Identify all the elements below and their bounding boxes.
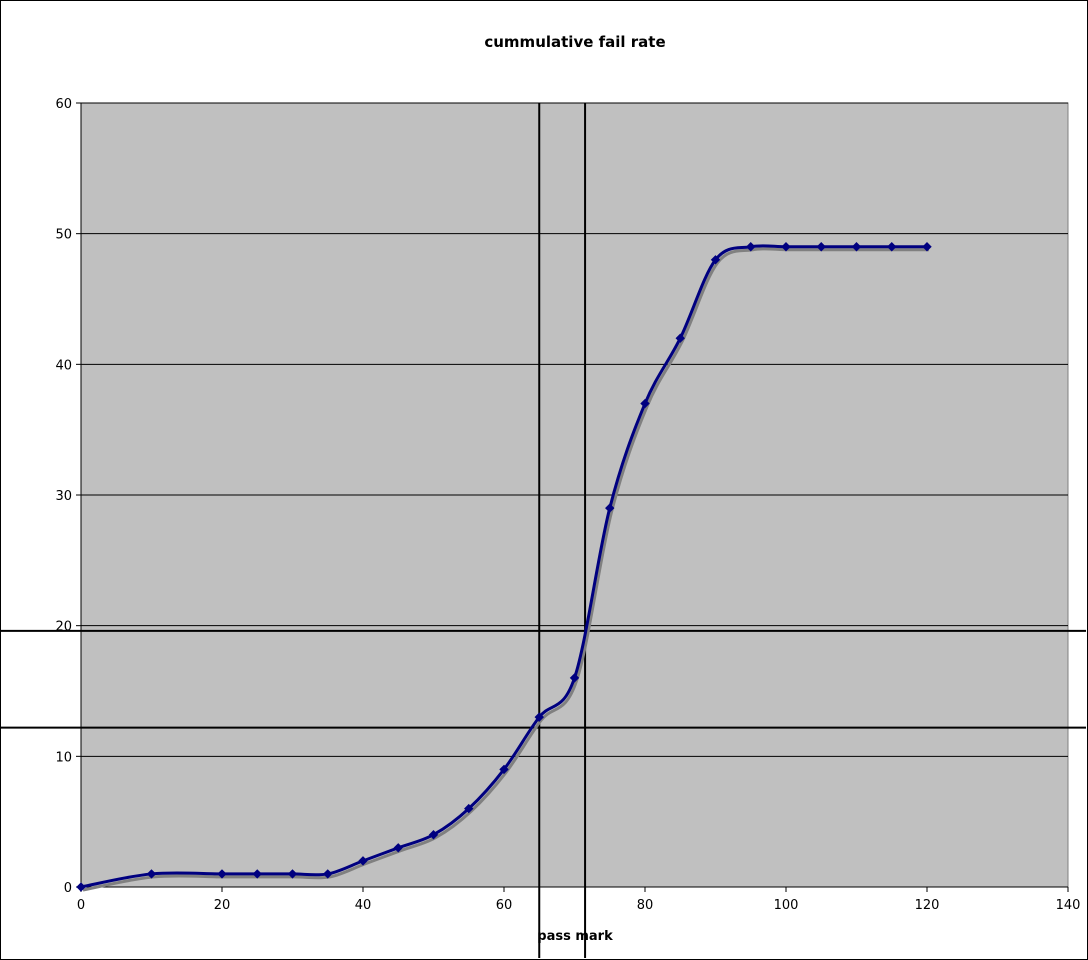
x-tick-label-0: 0 [77,898,85,913]
data-point-40 [358,856,368,866]
y-tick-label-50: 50 [55,228,72,243]
data-point-65 [534,712,544,722]
x-tick-label-120: 120 [915,898,940,913]
y-tick-label-20: 20 [55,620,72,635]
data-point-120 [922,242,932,252]
data-point-95 [746,242,756,252]
x-tick-label-140: 140 [1056,898,1081,913]
y-tick-label-60: 60 [55,97,72,112]
data-point-90 [710,255,721,265]
gridlines [81,102,1068,757]
y-tick-label-30: 30 [55,489,72,504]
x-tick-label-60: 60 [496,898,513,913]
data-point-30 [287,869,298,879]
data-point-105 [816,242,826,252]
chart-title: cummulative fail rate [484,33,665,51]
x-tick-label-20: 20 [214,898,231,913]
series-layer [76,242,932,892]
data-point-100 [781,242,791,252]
data-point-55 [464,803,474,814]
x-tick-label-80: 80 [637,898,654,913]
tick-labels: 0 20 40 60 80 100 120 140 0 10 20 30 40 50 60 [55,97,1080,913]
data-point-60 [499,764,509,775]
data-point-35 [323,869,333,879]
data-point-10 [146,869,157,879]
x-tick-label-100: 100 [774,898,799,913]
data-point-25 [252,869,262,879]
data-point-80 [640,398,650,409]
x-axis-title: pass mark [537,929,613,944]
data-point-110 [851,242,862,252]
data-point-70 [569,673,580,683]
y-tick-label-10: 10 [55,750,72,765]
data-point-115 [887,242,897,252]
data-point-75 [605,503,615,513]
y-tick-label-0: 0 [64,881,72,896]
data-point-20 [217,869,227,879]
y-tick-label-40: 40 [55,358,72,373]
data-point-0 [76,882,86,892]
reference-lines [0,103,1086,958]
data-point-50 [428,830,439,840]
data-point-85 [675,333,685,343]
x-tick-label-40: 40 [355,898,372,913]
series-1-shadow [82,247,929,892]
data-point-45 [393,843,403,853]
